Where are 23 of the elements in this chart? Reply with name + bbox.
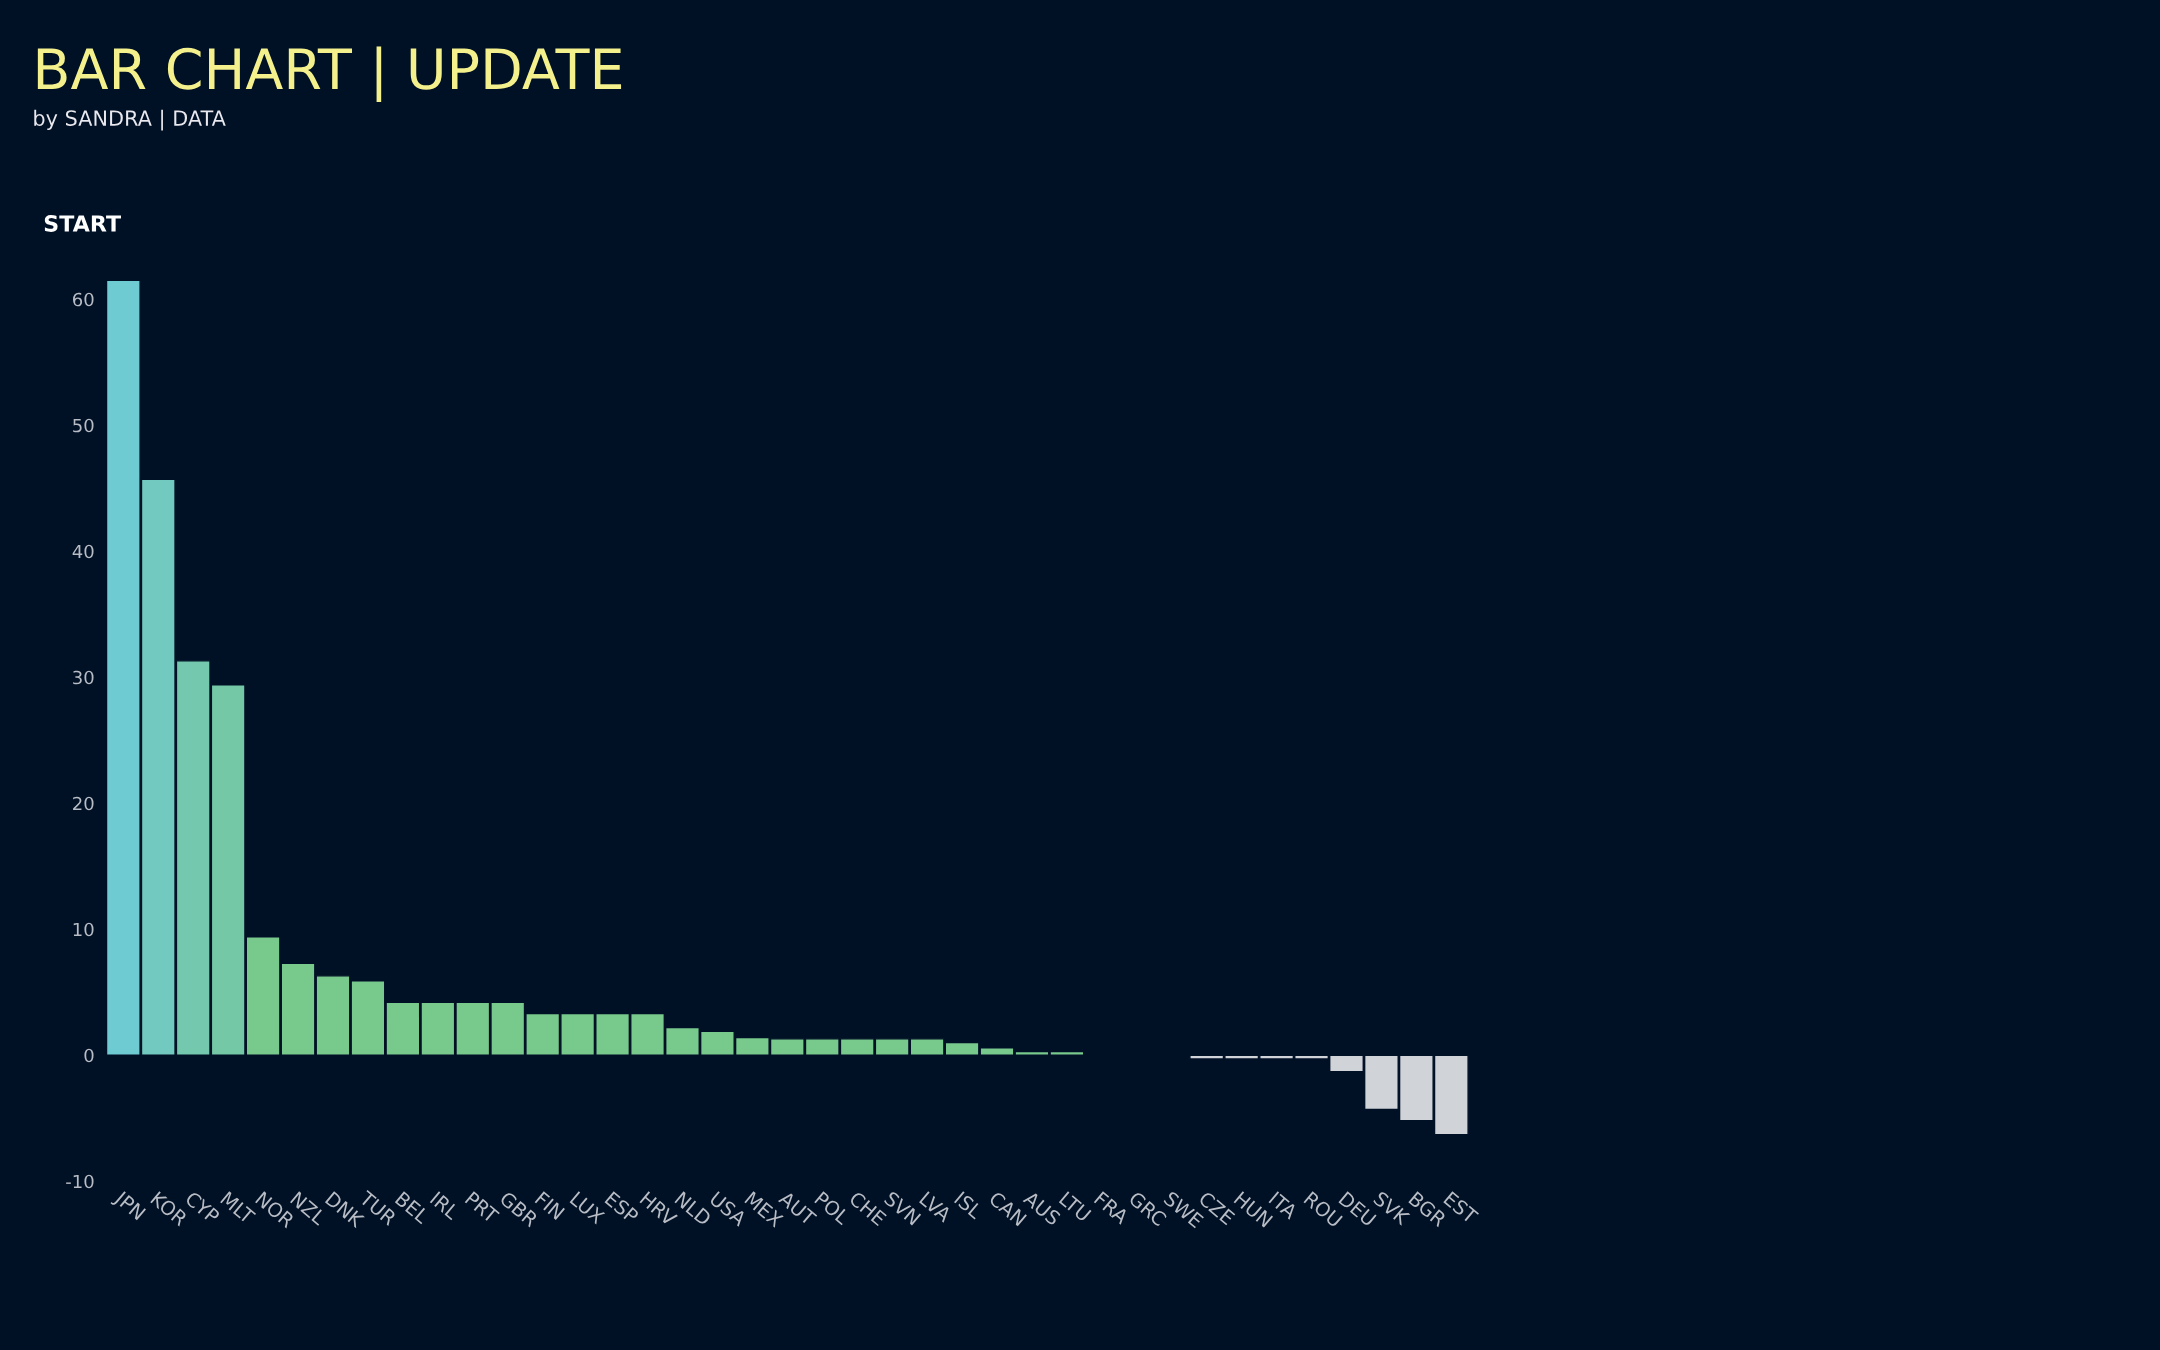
x-tick-label: IRL bbox=[429, 1191, 461, 1221]
x-tick-label: ISL bbox=[953, 1191, 984, 1220]
chart-title: BAR CHART | UPDATE bbox=[37, 46, 622, 103]
x-tick-label: FIN bbox=[534, 1191, 565, 1220]
y-tick-label: 0 bbox=[84, 1048, 94, 1063]
y-tick-label: 50 bbox=[73, 418, 94, 433]
x-tick-label: EST bbox=[1443, 1191, 1480, 1225]
x-tick-label: ESP bbox=[604, 1191, 640, 1225]
x-tick-label: MLT bbox=[220, 1191, 257, 1225]
y-tick-label: -10 bbox=[66, 1174, 94, 1189]
x-tick-label: LVA bbox=[919, 1191, 953, 1223]
y-tick-label: 30 bbox=[73, 670, 94, 685]
y-tick-label: 40 bbox=[72, 544, 94, 559]
x-tick-label: PRT bbox=[464, 1191, 500, 1224]
y-tick-label: 20 bbox=[73, 796, 94, 811]
x-tick-label: LTU bbox=[1058, 1191, 1092, 1223]
text: START bbox=[44, 215, 121, 232]
x-tick-label: BEL bbox=[394, 1191, 431, 1225]
x-tick-label: JPN bbox=[110, 1189, 146, 1224]
y-tick-label: 60 bbox=[73, 292, 94, 307]
chart-subtitle: by SANDRA | DATA bbox=[34, 109, 226, 131]
x-tick-label: LUX bbox=[569, 1191, 606, 1225]
y-tick-label: 10 bbox=[73, 922, 94, 937]
